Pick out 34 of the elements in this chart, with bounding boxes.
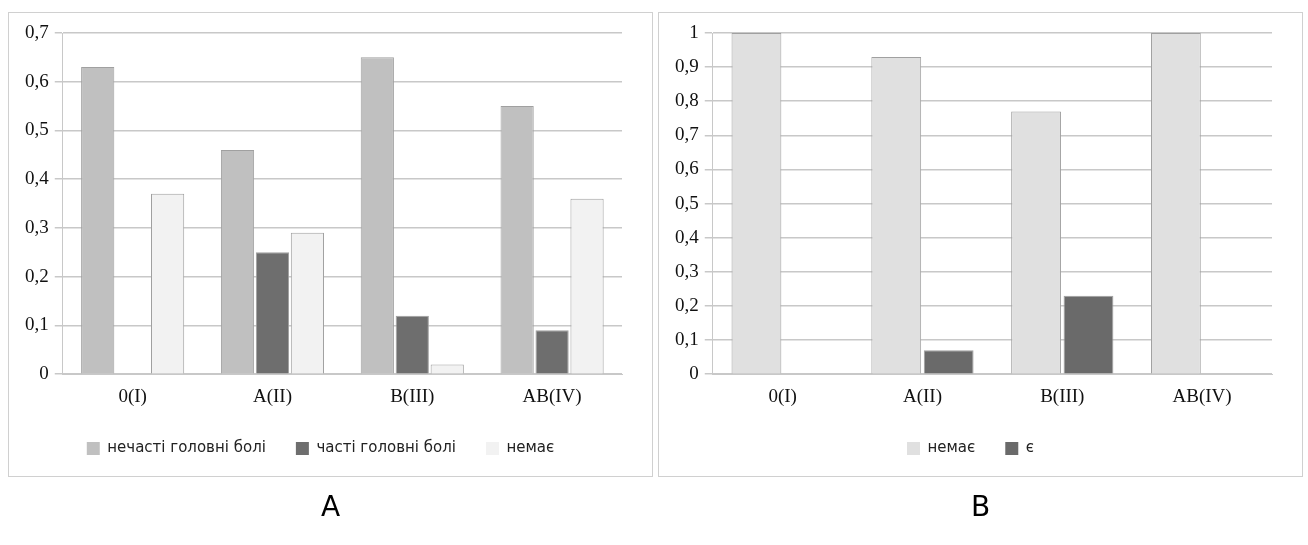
y-tick-label: 1 [689, 20, 699, 42]
legend-label: часті головні болі [316, 438, 456, 457]
x-tick-label: 0(I) [118, 384, 147, 407]
y-tick-label: 0,7 [675, 123, 699, 145]
y-tick-label: 0,5 [675, 191, 699, 213]
y-tick-label: 0,1 [675, 328, 699, 350]
y-tick-label: 0,7 [25, 20, 49, 42]
y-tick-label: 0,4 [25, 167, 50, 189]
legend-label: немає [927, 438, 976, 457]
x-tick-label: A(II) [902, 384, 942, 407]
x-tick-label: B(III) [1040, 384, 1085, 407]
y-tick-label: 0 [39, 362, 49, 384]
y-tick-label: 0,5 [25, 118, 49, 140]
y-tick-label: 0 [689, 362, 699, 384]
legend-label: немає [506, 438, 555, 457]
y-tick-label: 0,2 [675, 293, 699, 315]
legend-label: є [1025, 438, 1035, 457]
x-tick-label: A(II) [252, 384, 292, 407]
y-tick-label: 0,9 [675, 55, 699, 77]
x-tick-label: B(III) [390, 384, 435, 407]
legend-label: нечасті головні болі [107, 438, 266, 457]
y-tick-label: 0,3 [25, 215, 49, 237]
y-tick-label: 0,6 [25, 69, 49, 91]
y-tick-label: 0,6 [675, 157, 699, 179]
x-tick-label: AB(IV) [1172, 384, 1232, 407]
y-tick-label: 0,4 [675, 225, 700, 247]
text: A [319, 490, 342, 523]
text: B [969, 490, 992, 523]
y-tick-label: 0,2 [25, 264, 49, 286]
y-tick-label: 0,3 [675, 259, 699, 281]
x-tick-label: AB(IV) [522, 384, 582, 407]
y-tick-label: 0,1 [25, 313, 49, 335]
x-tick-label: 0(I) [768, 384, 797, 407]
y-tick-label: 0,8 [675, 89, 699, 111]
